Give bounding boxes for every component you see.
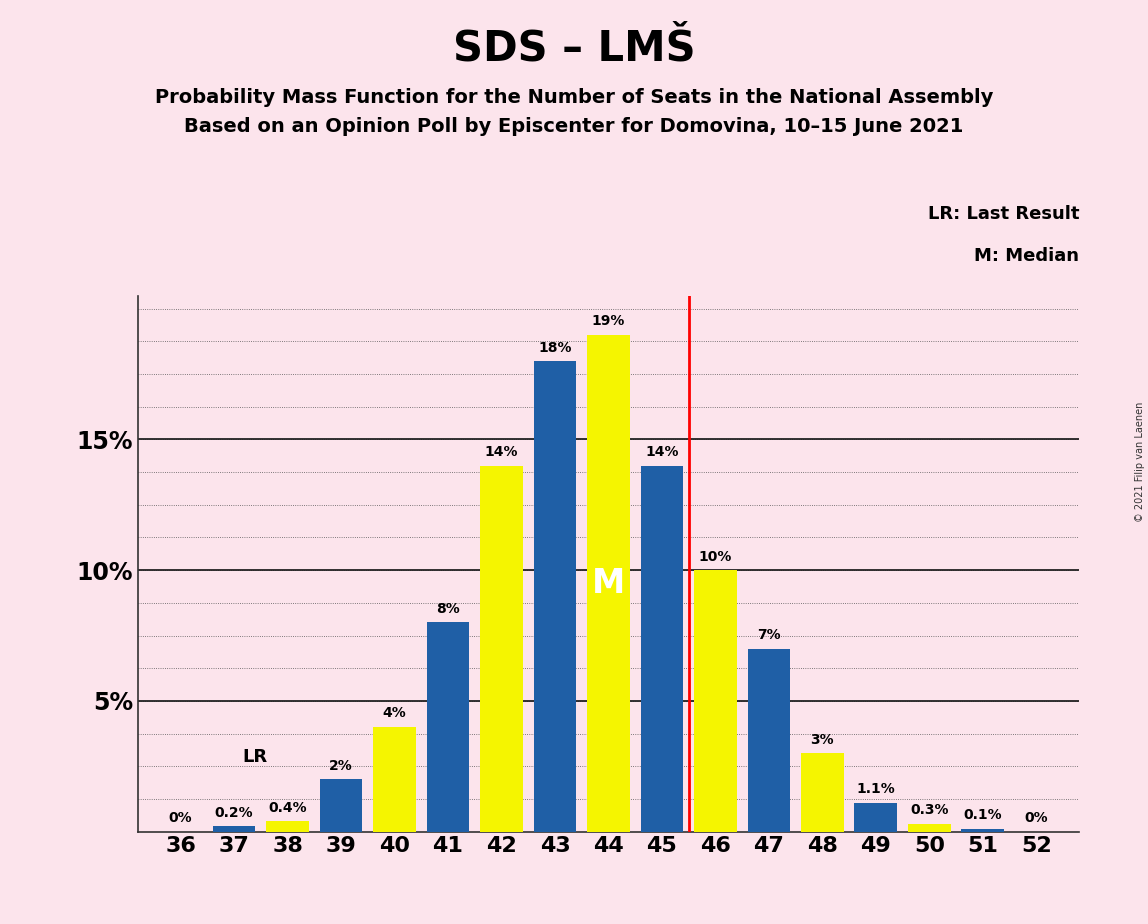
Text: © 2021 Filip van Laenen: © 2021 Filip van Laenen: [1135, 402, 1145, 522]
Text: Based on an Opinion Poll by Episcenter for Domovina, 10–15 June 2021: Based on an Opinion Poll by Episcenter f…: [185, 117, 963, 137]
Bar: [534, 361, 576, 832]
Bar: [212, 826, 255, 832]
Bar: [373, 727, 416, 832]
Text: M: M: [592, 566, 625, 600]
Text: 0.4%: 0.4%: [269, 800, 307, 815]
Bar: [266, 821, 309, 832]
Text: Probability Mass Function for the Number of Seats in the National Assembly: Probability Mass Function for the Number…: [155, 88, 993, 107]
Text: 14%: 14%: [645, 445, 678, 459]
Text: 7%: 7%: [757, 628, 781, 642]
Text: 10%: 10%: [699, 550, 732, 564]
Text: 0.3%: 0.3%: [910, 803, 948, 817]
Text: 2%: 2%: [329, 759, 352, 772]
Text: LR: LR: [243, 748, 267, 766]
Bar: [587, 334, 630, 832]
Text: 18%: 18%: [538, 341, 572, 355]
Text: 0%: 0%: [1024, 811, 1048, 825]
Text: 14%: 14%: [484, 445, 518, 459]
Bar: [962, 829, 1004, 832]
Text: 8%: 8%: [436, 602, 460, 616]
Bar: [641, 466, 683, 832]
Text: LR: Last Result: LR: Last Result: [928, 204, 1079, 223]
Bar: [747, 649, 790, 832]
Text: 0.2%: 0.2%: [215, 806, 254, 820]
Bar: [480, 466, 522, 832]
Bar: [801, 753, 844, 832]
Bar: [854, 803, 898, 832]
Text: 4%: 4%: [382, 707, 406, 721]
Text: SDS – LMŠ: SDS – LMŠ: [452, 28, 696, 69]
Text: 0%: 0%: [169, 811, 193, 825]
Bar: [319, 779, 363, 832]
Text: 3%: 3%: [810, 733, 835, 747]
Bar: [695, 570, 737, 832]
Text: 1.1%: 1.1%: [856, 783, 895, 796]
Text: 19%: 19%: [591, 314, 626, 328]
Bar: [427, 623, 470, 832]
Text: 0.1%: 0.1%: [963, 808, 1002, 822]
Text: M: Median: M: Median: [975, 248, 1079, 265]
Bar: [908, 824, 951, 832]
